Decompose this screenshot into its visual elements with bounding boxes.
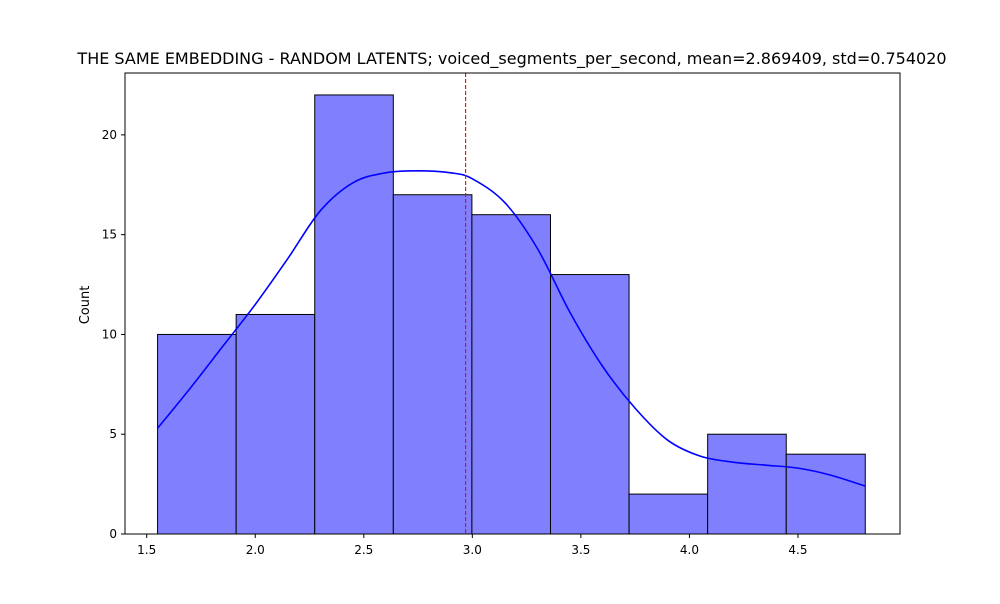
histogram-bar-9 [785,453,866,535]
kde-layer [156,169,866,487]
x-tick-label: 3.0 [463,543,482,557]
chart-title: THE SAME EMBEDDING - RANDOM LATENTS; voi… [76,49,946,69]
histogram-bar-8 [707,433,787,535]
y-axis-label: Count [78,286,93,325]
x-tick-label: 1.5 [137,543,156,557]
y-tick-label: 0 [109,527,117,541]
histogram-bar-7 [628,493,709,535]
x-tick-label: 2.5 [354,543,373,557]
histogram-bar-5 [471,214,551,535]
plot-frame [124,72,901,535]
y-axis: 0 5 10 15 20 [102,128,125,541]
histogram-bar-2 [235,313,316,535]
bars-layer [157,94,866,535]
histogram-bar-6 [549,274,630,535]
y-tick-label: 5 [109,427,117,441]
histogram-bar-1 [157,333,237,535]
x-tick-label: 4.5 [788,543,807,557]
histogram-bar-4 [392,194,473,535]
y-tick-label: 20 [102,128,117,142]
x-tick-label: 4.0 [680,543,699,557]
x-tick-label: 3.5 [571,543,590,557]
x-axis: 1.5 2.0 2.5 3.0 3.5 4.0 4.5 [137,534,808,557]
histogram-bar-3 [314,94,394,535]
x-tick-label: 2.0 [246,543,265,557]
y-tick-label: 10 [102,327,117,341]
kde-curve [156,169,866,487]
y-tick-label: 15 [102,228,117,242]
